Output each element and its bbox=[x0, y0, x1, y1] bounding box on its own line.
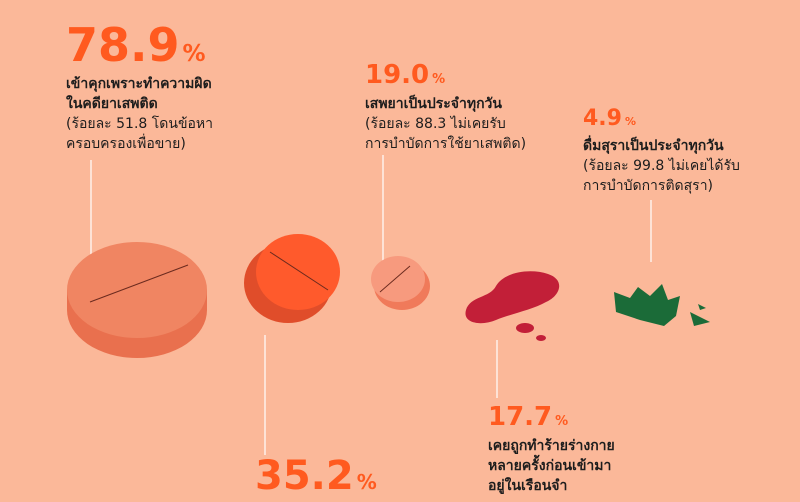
stat-value: 35.2% bbox=[255, 456, 377, 496]
tilted-pill bbox=[244, 234, 340, 323]
stat-value: 17.7% bbox=[488, 404, 615, 430]
stat-title: อยู่ในเรือนจำ bbox=[488, 478, 568, 494]
stat-1: 78.9% เข้าคุกเพราะทำความผิดในคดียาเสพติด (… bbox=[66, 22, 213, 154]
blood bbox=[465, 271, 560, 341]
value-number: 17.7 bbox=[488, 402, 553, 432]
value-number: 35.2 bbox=[255, 453, 354, 499]
page: 78.9% เข้าคุกเพราะทำความผิดในคดียาเสพติด (… bbox=[66, 22, 740, 496]
stat-title: เคยถูกทำร้ายร่างกาย bbox=[488, 438, 615, 454]
stat-4: 4.9% ดื่มสุราเป็นประจำทุกวัน (ร้อยละ 99.8 … bbox=[583, 108, 740, 196]
big-pill bbox=[67, 242, 207, 358]
stat-5: 17.7% เคยถูกทำร้ายร่างกายหลายครั้งก่อนเข้… bbox=[488, 404, 615, 496]
stat-value: 19.0% bbox=[365, 62, 526, 88]
broken-glass bbox=[614, 284, 710, 326]
stat-3: 19.0% เสพยาเป็นประจำทุกวัน (ร้อยละ 88.3 ไม… bbox=[365, 62, 526, 154]
stat-value: 4.9% bbox=[583, 108, 740, 130]
value-number: 4.9 bbox=[583, 106, 622, 131]
small-pill bbox=[371, 256, 430, 310]
value-unit: % bbox=[432, 72, 446, 87]
value-number: 19.0 bbox=[365, 60, 430, 90]
stat-title: เสพยาเป็นประจำทุกวัน bbox=[365, 96, 502, 112]
stat-note: การบำบัดการติดสุรา) bbox=[583, 178, 714, 194]
value-unit: % bbox=[356, 470, 377, 494]
value-unit: % bbox=[555, 414, 569, 429]
leader-lines bbox=[90, 155, 652, 455]
value-number: 78.9 bbox=[66, 18, 180, 72]
stat-value: 78.9% bbox=[66, 22, 213, 68]
stat-note: ครอบครองเพื่อขาย) bbox=[66, 136, 186, 152]
stat-2: 35.2% bbox=[255, 456, 377, 502]
stat-title: ในคดียาเสพติด bbox=[66, 96, 158, 112]
stat-title: ดื่มสุราเป็นประจำทุกวัน bbox=[583, 138, 724, 154]
stat-note: การบำบัดการใช้ยาเสพติด) bbox=[365, 136, 527, 152]
stat-note: (ร้อยละ 99.8 ไม่เคยได้รับ bbox=[583, 158, 740, 174]
value-unit: % bbox=[182, 41, 206, 67]
stat-note: (ร้อยละ 88.3 ไม่เคยรับ bbox=[365, 116, 506, 132]
stat-title: เข้าคุกเพราะทำความผิด bbox=[66, 76, 212, 92]
illustration bbox=[67, 155, 710, 455]
stat-note: (ร้อยละ 51.8 โดนข้อหา bbox=[66, 116, 214, 132]
value-unit: % bbox=[624, 115, 637, 128]
stat-title: หลายครั้งก่อนเข้ามา bbox=[488, 458, 612, 474]
